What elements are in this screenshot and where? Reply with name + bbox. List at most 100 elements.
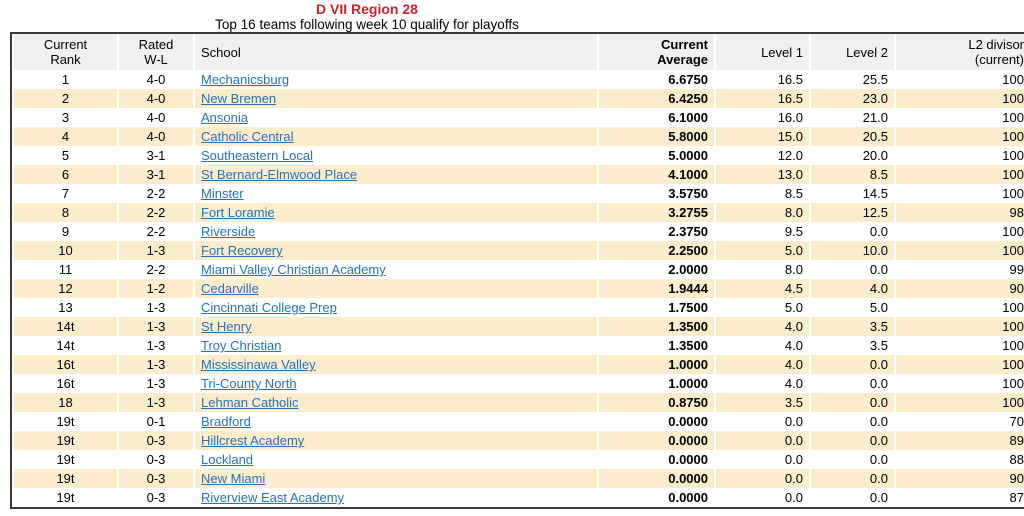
cell-current-average: 0.0000 — [599, 469, 714, 488]
school-link[interactable]: Hillcrest Academy — [201, 433, 305, 448]
cell-level1: 4.0 — [716, 317, 809, 336]
school-link[interactable]: Minster — [201, 186, 244, 201]
school-link[interactable]: Lehman Catholic — [201, 395, 299, 410]
cell-current-average: 0.0000 — [668, 452, 708, 467]
school-link[interactable]: Catholic Central — [201, 129, 294, 144]
table-row: 2 4-0 New Bremen 6.4250 16.5 23.0 100 — [14, 89, 1024, 108]
rankings-table-body: 1 4-0 Mechanicsburg 6.6750 16.5 25.5 100 2 4-0 Ne… — [14, 70, 1024, 507]
cell-level2: 8.5 — [811, 165, 894, 184]
cell-l2-divisor: 100 — [896, 127, 1024, 146]
cell-current-average: 6.6750 — [668, 72, 708, 87]
cell-level2: 20.5 — [811, 127, 894, 146]
cell-level2: 0.0 — [869, 376, 888, 391]
school-link[interactable]: Southeastern Local — [201, 148, 314, 163]
cell-level2: 5.0 — [869, 300, 888, 315]
school-link[interactable]: New Miami — [201, 471, 266, 486]
cell-current-rank: 14t — [56, 338, 75, 353]
cell-level1: 4.0 — [716, 355, 809, 374]
cell-current-rank: 1 — [61, 72, 70, 87]
header-line: Rated — [138, 37, 174, 52]
cell-level2: 0.0 — [869, 224, 888, 239]
cell-current-average: 1.7500 — [668, 300, 708, 315]
table-row: 16t 1-3 Mississinawa Valley 1.0000 4.0 0.0 100 — [14, 355, 1024, 374]
cell-current-rank: 19t — [56, 452, 75, 467]
school-link[interactable]: Mechanicsburg — [201, 72, 290, 87]
table-row: 16t 1-3 Tri-County North 1.0000 4.0 0.0 100 — [14, 374, 1024, 393]
cell-rated-wl: 3-1 — [146, 148, 166, 163]
cell-level1: 5.0 — [716, 241, 809, 260]
school-link[interactable]: St Bernard-Elmwood Place — [201, 167, 358, 182]
cell-rated-wl: 1-3 — [119, 393, 193, 412]
table-row: 5 3-1 Southeastern Local 5.0000 12.0 20.0 100 — [14, 146, 1024, 165]
cell-level1: 12.0 — [777, 148, 803, 163]
cell-current-rank: 7 — [61, 186, 70, 201]
cell-school: Mechanicsburg — [195, 70, 597, 89]
table-row: 1 4-0 Mechanicsburg 6.6750 16.5 25.5 100 — [14, 70, 1024, 89]
cell-school: Minster — [195, 184, 597, 203]
cell-rated-wl: 1-3 — [119, 317, 193, 336]
cell-current-rank: 19t — [56, 414, 75, 429]
school-link[interactable]: New Bremen — [201, 91, 277, 106]
cell-current-rank: 18 — [14, 393, 117, 412]
cell-current-average: 2.2500 — [599, 241, 714, 260]
cell-current-rank: 19t — [14, 469, 117, 488]
cell-school: Lockland — [195, 450, 597, 469]
school-link[interactable]: Fort Loramie — [201, 205, 275, 220]
school-link[interactable]: Riverside — [201, 224, 256, 239]
cell-current-rank: 19t — [56, 490, 75, 505]
cell-school: Cedarville — [195, 279, 597, 298]
cell-rated-wl: 4-0 — [146, 72, 166, 87]
table-row: 8 2-2 Fort Loramie 3.2755 8.0 12.5 98 — [14, 203, 1024, 222]
cell-rated-wl: 1-2 — [119, 279, 193, 298]
cell-l2-divisor: 99 — [1009, 262, 1024, 277]
school-link[interactable]: Ansonia — [201, 110, 248, 125]
cell-level1: 16.0 — [777, 110, 803, 125]
header-line: Current — [661, 37, 708, 52]
cell-current-rank: 9 — [61, 224, 70, 239]
cell-level1: 13.0 — [716, 165, 809, 184]
cell-l2-divisor: 100 — [896, 241, 1024, 260]
header-line: Rank — [50, 52, 81, 67]
cell-school: St Bernard-Elmwood Place — [195, 165, 597, 184]
header-line: L2 divisor — [968, 37, 1024, 52]
school-link[interactable]: Bradford — [201, 414, 251, 429]
col-header-current-rank: Current Rank — [14, 34, 117, 70]
cell-school: Miami Valley Christian Academy — [195, 260, 597, 279]
cell-school: Cincinnati College Prep — [195, 298, 597, 317]
school-link[interactable]: Lockland — [201, 452, 254, 467]
cell-current-rank: 10 — [14, 241, 117, 260]
cell-current-average: 5.8000 — [599, 127, 714, 146]
school-link[interactable]: Riverview East Academy — [201, 490, 345, 505]
cell-school: New Miami — [195, 469, 597, 488]
cell-l2-divisor: 100 — [1002, 300, 1024, 315]
school-link[interactable]: Tri-County North — [201, 376, 297, 391]
cell-school: Fort Loramie — [195, 203, 597, 222]
cell-school: St Henry — [195, 317, 597, 336]
school-link[interactable]: St Henry — [201, 319, 252, 334]
school-link[interactable]: Fort Recovery — [201, 243, 283, 258]
cell-level1: 16.5 — [716, 89, 809, 108]
col-header-level2: Level 2 — [811, 34, 894, 70]
school-link[interactable]: Cedarville — [201, 281, 259, 296]
cell-current-rank: 4 — [14, 127, 117, 146]
cell-l2-divisor: 100 — [896, 165, 1024, 184]
cell-level2: 3.5 — [811, 317, 894, 336]
table-row: 11 2-2 Miami Valley Christian Academy 2.000… — [14, 260, 1024, 279]
col-header-l2-divisor: L2 divisor (current) — [896, 34, 1024, 70]
table-row: 19t 0-3 Hillcrest Academy 0.0000 0.0 0.0 89 — [14, 431, 1024, 450]
school-link[interactable]: Troy Christian — [201, 338, 282, 353]
cell-school: Mississinawa Valley — [195, 355, 597, 374]
cell-current-average: 0.0000 — [668, 414, 708, 429]
cell-rated-wl: 4-0 — [119, 89, 193, 108]
school-link[interactable]: Miami Valley Christian Academy — [201, 262, 386, 277]
cell-current-rank: 11 — [58, 262, 73, 277]
cell-current-average: 6.1000 — [668, 110, 708, 125]
school-link[interactable]: Cincinnati College Prep — [201, 300, 337, 315]
cell-school: Southeastern Local — [195, 146, 597, 165]
school-link[interactable]: Mississinawa Valley — [201, 357, 316, 372]
cell-level1: 4.0 — [784, 376, 803, 391]
table-row: 4 4-0 Catholic Central 5.8000 15.0 20.5 100 — [14, 127, 1024, 146]
cell-rated-wl: 1-3 — [146, 300, 166, 315]
cell-rated-wl: 2-2 — [146, 186, 166, 201]
cell-l2-divisor: 100 — [1002, 186, 1024, 201]
